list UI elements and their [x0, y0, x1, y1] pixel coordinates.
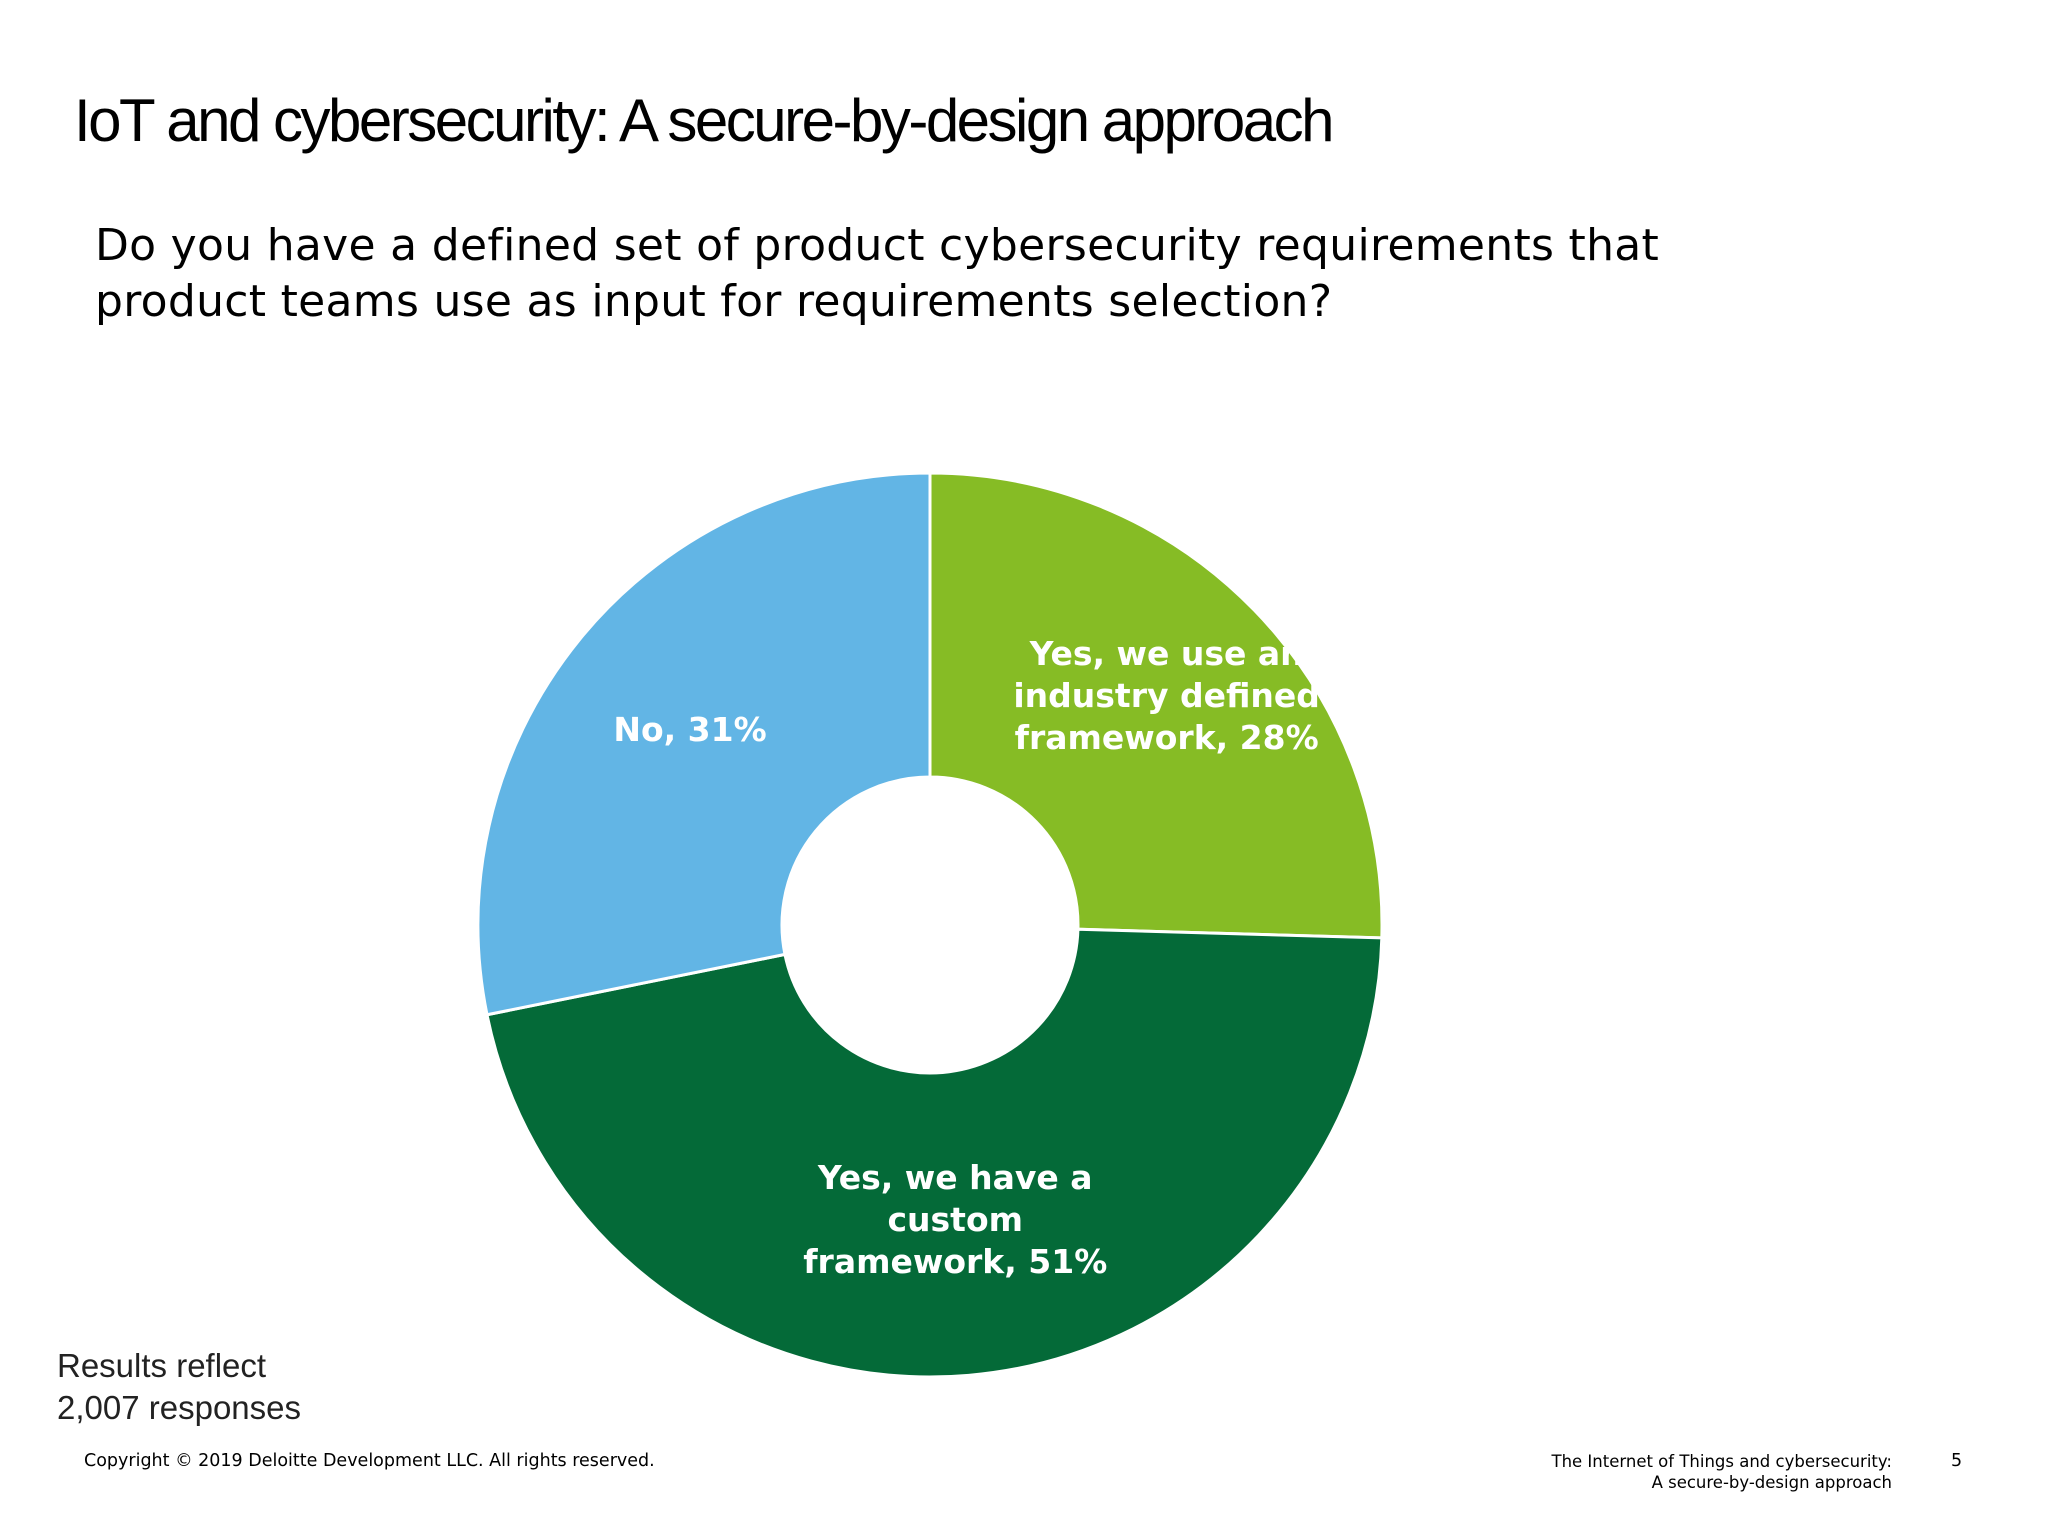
survey-question-line-2: product teams use as input for requireme… [95, 276, 1333, 327]
donut-slice-yes-we-use-an-industry-defined-framework [928, 471, 1384, 940]
slice-label-line: Yes, we have a [817, 1158, 1093, 1197]
slice-label-yes-we-have-a-custom-framework: Yes, we have a custom framework, 51% [803, 1158, 1107, 1281]
footer-document-title-line-2: A secure-by-design approach [1651, 1473, 1892, 1492]
responses-note: Results reflect 2,007 responses [57, 1345, 301, 1429]
responses-note-line-1: Results reflect [57, 1347, 267, 1384]
slice-label-line: industry defined [1013, 676, 1320, 715]
slice-labels: Yes, we use an industry defined framework,… [613, 634, 1320, 1281]
survey-question-line-1: Do you have a defined set of product cyb… [95, 220, 1660, 271]
responses-note-line-2: 2,007 responses [57, 1389, 302, 1426]
copyright-text: Copyright © 2019 Deloitte Development LL… [84, 1451, 655, 1471]
survey-question: Do you have a defined set of product cyb… [95, 218, 1795, 330]
slice-label-no: No, 31% [613, 710, 766, 749]
slice-label-line: custom [887, 1200, 1023, 1239]
donut-slice-yes-we-have-a-custom-framework [485, 927, 1384, 1379]
slice-label-line: framework, 28% [1015, 718, 1319, 757]
footer-document-title-line-1: The Internet of Things and cybersecurity… [1551, 1452, 1892, 1471]
footer-document-title: The Internet of Things and cybersecurity… [1551, 1451, 1892, 1493]
donut-slice-no [476, 471, 932, 1017]
slice-label-line: framework, 51% [803, 1242, 1107, 1281]
page-number: 5 [1951, 1451, 1963, 1471]
slice-label-yes-we-use-an-industry-defined-framework: Yes, we use an industry defined framework,… [1013, 634, 1320, 757]
slice-label-line: Yes, we use an [1029, 634, 1304, 673]
slide-title: IoT and cybersecurity: A secure-by-desig… [74, 87, 1335, 154]
donut-slices [476, 471, 1384, 1379]
slice-label-line: No, 31% [613, 710, 766, 749]
